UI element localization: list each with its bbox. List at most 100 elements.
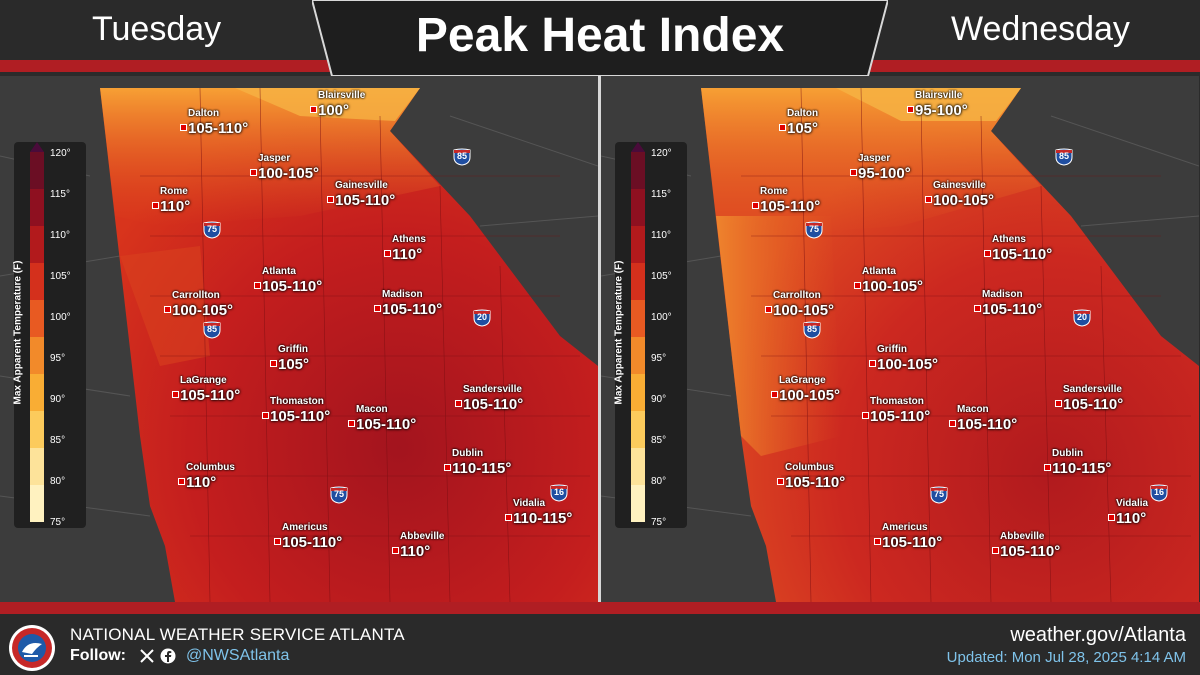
city-marker: [1108, 514, 1115, 521]
city-name: Dalton: [188, 108, 220, 119]
panel-divider: [598, 76, 601, 675]
city-marker: [374, 305, 381, 312]
city-marker: [925, 196, 932, 203]
city-name: Griffin: [278, 344, 308, 355]
interstate-number: 85: [456, 151, 467, 161]
city-name: Athens: [392, 234, 426, 245]
city-marker: [262, 412, 269, 419]
legend-tick-label: 85°: [651, 435, 667, 446]
legend-color-bar: [30, 152, 44, 522]
city-heat-value: 100°: [318, 102, 350, 119]
interstate-shield-icon: 85: [1055, 148, 1073, 166]
city-name: Macon: [356, 404, 388, 415]
city-name: Blairsville: [318, 90, 366, 101]
city-heat-value: 110°: [400, 543, 431, 560]
legend-tick-label: 100°: [651, 312, 672, 323]
city-heat-value: 105-110°: [1000, 543, 1061, 560]
city-marker: [949, 420, 956, 427]
updated-timestamp: Updated: Mon Jul 28, 2025 4:14 AM: [946, 649, 1186, 666]
city-marker: [348, 420, 355, 427]
city-name: Jasper: [258, 153, 291, 164]
legend-tick-label: 75°: [50, 517, 66, 528]
footer-bar: [0, 614, 1200, 675]
interstate-shield-icon: 20: [1073, 309, 1091, 327]
social-handle-link[interactable]: @NWSAtlanta: [186, 647, 290, 664]
interstate-number: 20: [1076, 312, 1087, 322]
city-name: Columbus: [785, 462, 834, 473]
city-marker: [777, 478, 784, 485]
legend-arrow-icon: [30, 142, 44, 152]
footer-accent-stripe: [0, 602, 1200, 614]
legend-title: Max Apparent Temperature (F): [613, 260, 625, 405]
interstate-shield-icon: 16: [1150, 484, 1168, 502]
city-name: Macon: [957, 404, 989, 415]
city-heat-value: 105-110°: [188, 120, 249, 137]
city-marker: [152, 202, 159, 209]
interstate-shield-icon: 75: [330, 486, 348, 504]
facebook-icon[interactable]: [160, 648, 176, 664]
city-heat-value: 105-110°: [870, 408, 931, 425]
city-heat-value: 105-110°: [270, 408, 331, 425]
city-name: Abbeville: [1000, 531, 1045, 542]
interstate-shield-icon: 85: [203, 321, 221, 339]
interstate-number: 75: [933, 489, 944, 499]
city-heat-value: 105-110°: [982, 301, 1043, 318]
interstate-shield-icon: 75: [203, 221, 221, 239]
nws-logo-icon: [9, 625, 55, 671]
legend-tick-label: 105°: [50, 271, 71, 282]
legend-color-bar: [631, 152, 645, 522]
city-heat-value: 105-110°: [785, 474, 846, 491]
legend-tick-label: 80°: [651, 476, 667, 487]
city-name: Madison: [382, 289, 423, 300]
city-heat-value: 105°: [278, 356, 310, 373]
city-marker: [1044, 464, 1051, 471]
legend-tick-label: 95°: [50, 353, 66, 364]
x-social-icon[interactable]: [140, 649, 154, 663]
city-marker: [505, 514, 512, 521]
city-heat-value: 100-105°: [877, 356, 939, 373]
org-name: NATIONAL WEATHER SERVICE ATLANTA: [70, 625, 405, 644]
interstate-shield-icon: 20: [473, 309, 491, 327]
city-name: Sandersville: [463, 384, 522, 395]
city-marker: [250, 169, 257, 176]
page-title: Peak Heat Index: [415, 9, 785, 62]
color-legend: 120° 115° 110° 105° 100° 95° 90° 85° 80° 75° Max A…: [613, 142, 687, 528]
legend-title: Max Apparent Temperature (F): [12, 260, 24, 405]
website-link[interactable]: weather.gov/Atlanta: [1010, 624, 1186, 646]
legend-tick-label: 110°: [651, 230, 671, 241]
interstate-number: 85: [206, 324, 217, 334]
city-marker: [444, 464, 451, 471]
city-heat-value: 105°: [787, 120, 819, 137]
title-plate: [312, 0, 888, 76]
legend-tick-label: 115°: [50, 189, 70, 200]
map-wednesday: [601, 76, 1199, 602]
city-name: Carrollton: [773, 290, 821, 301]
city-marker: [270, 360, 277, 367]
city-name: Vidalia: [1116, 498, 1149, 509]
city-marker: [765, 306, 772, 313]
city-marker: [180, 124, 187, 131]
city-marker: [327, 196, 334, 203]
city-name: Atlanta: [862, 266, 896, 277]
city-marker: [274, 538, 281, 545]
city-marker: [850, 169, 857, 176]
city-marker: [178, 478, 185, 485]
city-name: Abbeville: [400, 531, 445, 542]
day-label-wednesday: Wednesday: [951, 10, 1130, 48]
interstate-number: 20: [476, 312, 487, 322]
legend-tick-label: 120°: [50, 148, 71, 159]
city-heat-value: 105-110°: [356, 416, 417, 433]
legend-tick-label: 90°: [50, 394, 66, 405]
interstate-number: 75: [206, 224, 217, 234]
legend-tick-label: 75°: [651, 517, 667, 528]
city-heat-value: 110°: [1116, 510, 1147, 527]
city-heat-value: 110°: [392, 246, 423, 263]
city-name: Blairsville: [915, 90, 963, 101]
city-heat-value: 105-110°: [957, 416, 1018, 433]
city-marker: [455, 400, 462, 407]
interstate-shield-icon: 75: [930, 486, 948, 504]
map-panel-wednesday: [601, 76, 1199, 602]
interstate-number: 75: [333, 489, 344, 499]
city-heat-value: 110-115°: [452, 460, 512, 477]
city-heat-value: 100-105°: [172, 302, 234, 319]
